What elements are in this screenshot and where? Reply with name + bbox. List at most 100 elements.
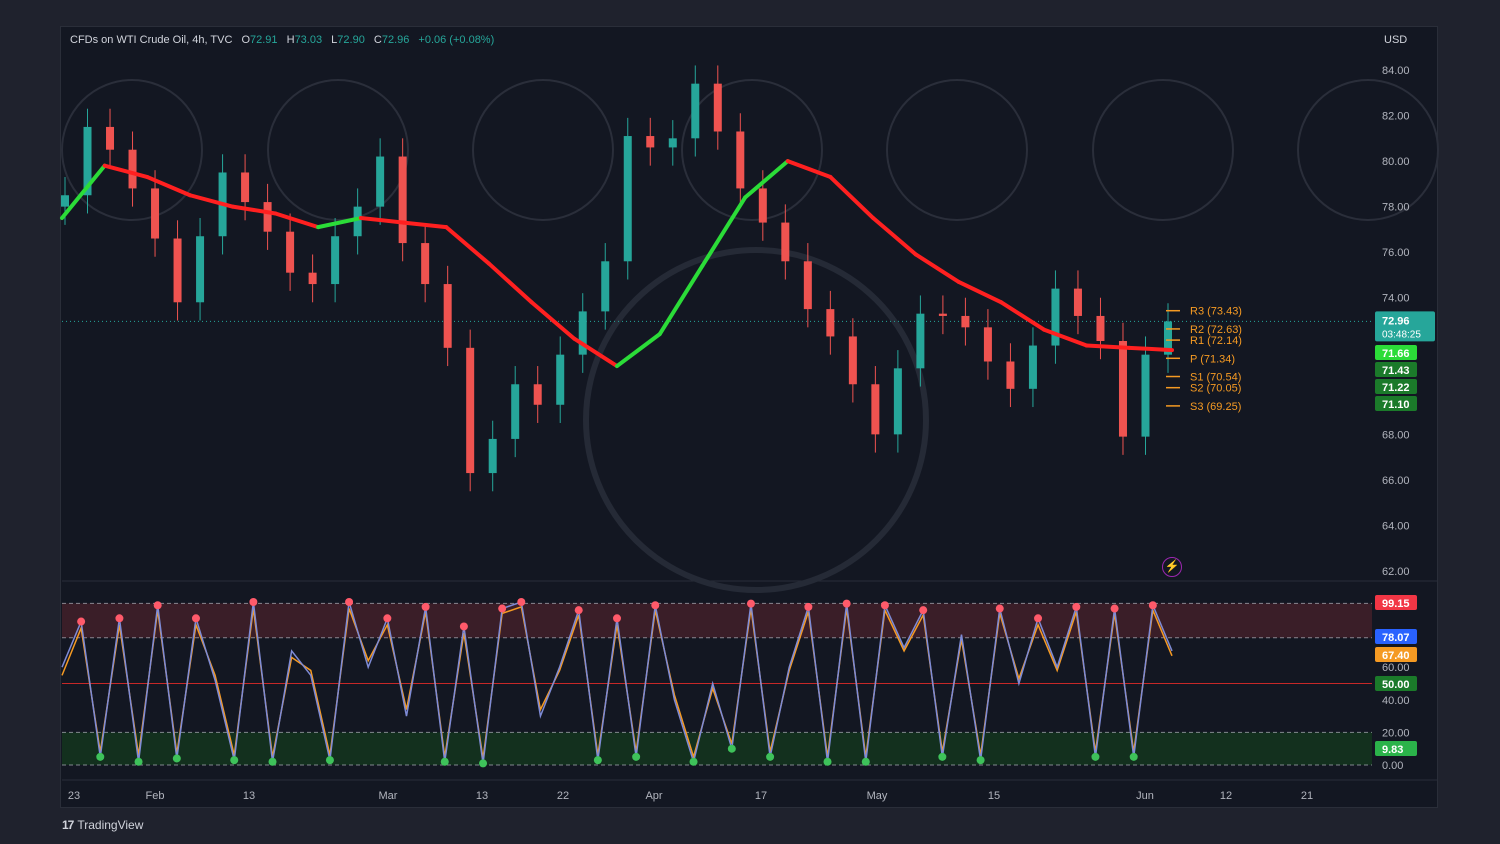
change-value: +0.06 (+0.08%) xyxy=(418,34,495,46)
oscillator-badge-text: 50.00 xyxy=(1382,679,1410,691)
price-tick-label: 82.00 xyxy=(1382,111,1410,123)
candle-body xyxy=(601,261,610,312)
oscillator-badge-text: 67.40 xyxy=(1382,650,1410,662)
chart-frame[interactable] xyxy=(60,26,1438,808)
candle-body xyxy=(128,149,137,189)
moving-average-segment xyxy=(828,175,876,221)
oscillator-tick-label: 0.00 xyxy=(1382,760,1403,772)
overbought-dot xyxy=(804,602,813,611)
tradingview-logo-icon: 17 xyxy=(62,818,74,832)
candle-body xyxy=(488,438,497,474)
price-tick-label: 84.00 xyxy=(1382,65,1410,77)
watermark-seal xyxy=(681,79,823,221)
oscillator-badge xyxy=(1375,629,1417,644)
candle-body xyxy=(61,195,69,207)
candle-body xyxy=(578,311,587,355)
candle-body xyxy=(826,309,835,337)
moving-average-segment xyxy=(358,216,406,225)
candle-body xyxy=(1006,361,1015,389)
candle-body xyxy=(938,313,947,316)
overbought-dot xyxy=(421,602,430,611)
price-tick-label: 76.00 xyxy=(1382,247,1410,259)
candle-body xyxy=(196,236,205,303)
candle-body xyxy=(848,336,857,385)
overbought-dot xyxy=(498,604,507,613)
moving-average-segment xyxy=(999,300,1046,332)
overbought-dot xyxy=(880,601,889,610)
moving-average-segment xyxy=(273,211,321,230)
pivot-label: S2 (70.05) xyxy=(1190,383,1241,395)
candle-body xyxy=(466,347,475,474)
pivot-label: S3 (69.25) xyxy=(1190,401,1241,413)
time-tick-label: 15 xyxy=(988,790,1000,802)
watermark-seal xyxy=(886,79,1028,221)
overbought-dot xyxy=(517,598,526,606)
oscillator-badge xyxy=(1375,741,1417,756)
lightning-icon[interactable]: ⚡ xyxy=(1162,557,1182,577)
candle-body xyxy=(916,313,925,369)
overbought-dot xyxy=(995,604,1004,613)
oversold-band xyxy=(62,732,1372,765)
price-badge-text: 71.43 xyxy=(1382,365,1410,377)
candle-body xyxy=(556,354,565,405)
moving-average-segment xyxy=(956,279,1004,305)
price-badge xyxy=(1375,345,1417,360)
oversold-dot xyxy=(96,752,105,761)
oversold-dot xyxy=(593,756,602,765)
oscillator-tick-label: 60.00 xyxy=(1382,662,1410,674)
oversold-dot xyxy=(689,757,698,766)
watermark-seal xyxy=(1092,79,1234,221)
oversold-dot xyxy=(1091,752,1100,761)
watermark-seal xyxy=(267,79,409,221)
time-tick-label: Jun xyxy=(1136,790,1154,802)
candle-body xyxy=(1118,340,1127,437)
oscillator-badge-text: 99.15 xyxy=(1382,598,1410,610)
oversold-dot xyxy=(1129,752,1138,761)
watermark-seal-large xyxy=(583,247,929,593)
time-tick-label: 23 xyxy=(68,790,80,802)
price-tick-label: 74.00 xyxy=(1382,293,1410,305)
moving-average-segment xyxy=(529,300,577,341)
oversold-dot xyxy=(861,757,870,766)
candle-body xyxy=(1051,288,1060,346)
low-value: 72.90 xyxy=(337,34,365,46)
high-value: 73.03 xyxy=(294,34,323,46)
watermark-seal xyxy=(61,79,203,221)
candle-body xyxy=(106,126,115,150)
candle-body xyxy=(1073,288,1082,316)
price-tick-label: 64.00 xyxy=(1382,520,1410,532)
currency-label: USD xyxy=(1384,34,1408,46)
close-value: 72.96 xyxy=(381,34,410,46)
price-badge-text: 71.10 xyxy=(1382,399,1410,411)
pivot-label: R3 (73.43) xyxy=(1190,306,1242,318)
moving-average-segment xyxy=(486,261,534,305)
price-badge-text: 71.22 xyxy=(1382,382,1410,394)
candle-body xyxy=(421,243,430,285)
candle-body xyxy=(331,236,340,285)
price-tick-label: 68.00 xyxy=(1382,429,1410,441)
candle-body xyxy=(376,156,385,207)
overbought-dot xyxy=(651,601,660,610)
oversold-dot xyxy=(268,757,277,766)
oscillator-badge-text: 78.07 xyxy=(1382,632,1410,644)
oversold-dot xyxy=(766,752,775,761)
price-badge xyxy=(1375,396,1417,411)
overbought-dot xyxy=(345,598,354,606)
tradingview-brand[interactable]: 17 TradingView xyxy=(62,818,143,832)
candle-body xyxy=(781,222,790,262)
candle-body xyxy=(353,206,362,237)
moving-average-segment xyxy=(102,163,150,180)
oscillator-tick-label: 40.00 xyxy=(1382,695,1410,707)
overbought-dot xyxy=(1148,601,1157,610)
time-tick-label: May xyxy=(867,790,888,802)
symbol-name: CFDs on WTI Crude Oil, 4h, TVC xyxy=(70,34,233,46)
time-tick-label: 12 xyxy=(1220,790,1232,802)
price-badge-text: 71.66 xyxy=(1382,348,1410,360)
candle-body xyxy=(758,188,767,223)
candle-body xyxy=(151,188,160,239)
overbought-dot xyxy=(77,617,86,626)
candle-body xyxy=(1096,315,1105,341)
time-tick-label: 13 xyxy=(243,790,255,802)
moving-average-segment xyxy=(1041,327,1089,348)
